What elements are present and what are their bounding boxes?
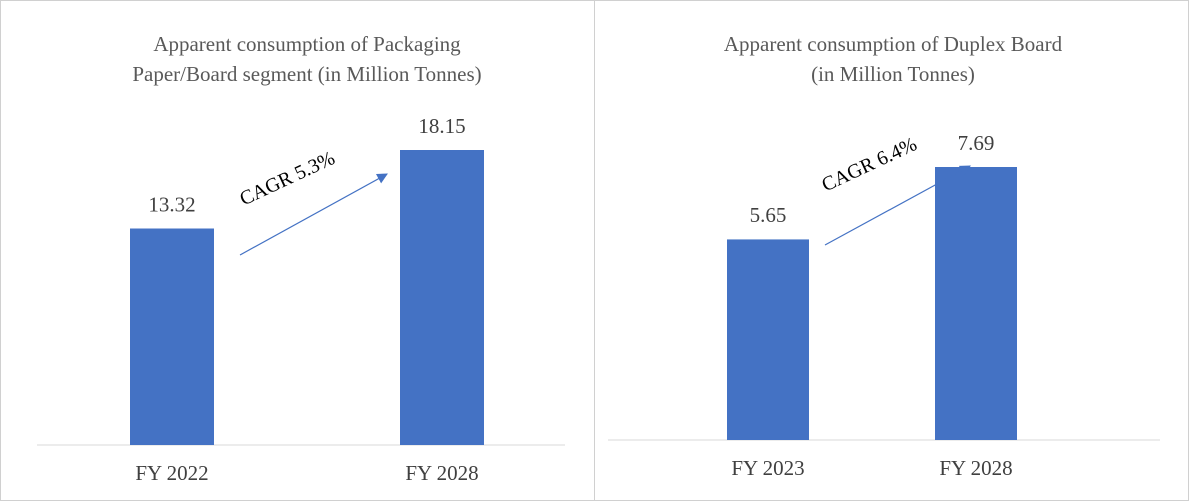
annotation: CAGR 6.4%	[818, 133, 920, 196]
bar	[400, 150, 484, 445]
chart-title: Apparent consumption of Duplex Board	[724, 32, 1063, 56]
x-tick-label: FY 2023	[731, 456, 804, 480]
bar	[935, 167, 1017, 440]
bar	[130, 228, 214, 445]
x-tick-label: FY 2022	[135, 461, 208, 485]
data-label: 13.32	[148, 192, 195, 216]
data-label: 7.69	[958, 131, 995, 155]
annotation: CAGR 5.3%	[236, 147, 338, 210]
bar	[727, 239, 809, 440]
x-tick-label: FY 2028	[939, 456, 1012, 480]
data-label: 18.15	[418, 114, 465, 138]
growth-arrow	[824, 165, 971, 246]
growth-arrow	[239, 173, 388, 256]
chart-title: Apparent consumption of Packaging	[153, 32, 461, 56]
chart-title: (in Million Tonnes)	[811, 62, 975, 86]
data-label: 5.65	[750, 203, 787, 227]
x-tick-label: FY 2028	[405, 461, 478, 485]
chart-title: Paper/Board segment (in Million Tonnes)	[132, 62, 481, 86]
